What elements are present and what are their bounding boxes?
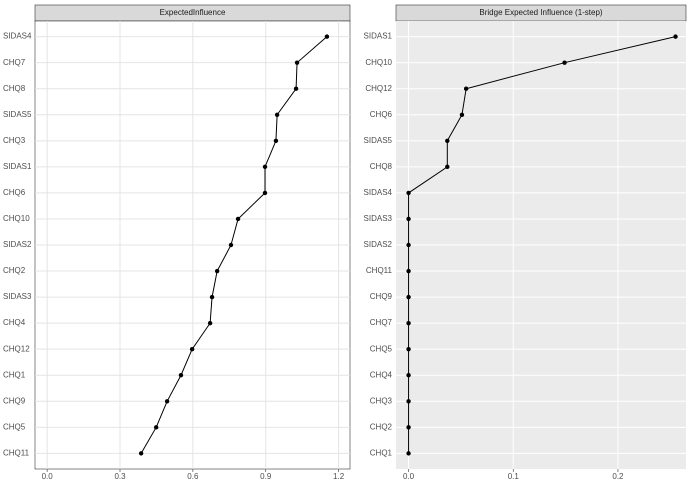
panel-title: Bridge Expected Influence (1-step) [479, 8, 603, 17]
y-tick-label: CHQ1 [370, 448, 393, 457]
point [293, 86, 299, 91]
point [406, 425, 411, 430]
y-tick-label: SIDAS3 [3, 292, 32, 301]
y-tick-label: CHQ10 [3, 214, 30, 223]
point [445, 138, 450, 144]
point [273, 138, 279, 144]
point [178, 373, 184, 378]
x-tick-label: 0.9 [260, 472, 272, 481]
x-tick-label: 0.1 [508, 472, 520, 481]
y-tick-label: SIDAS3 [364, 214, 393, 223]
point [262, 190, 268, 196]
panel-title: ExpectedInfluence [160, 8, 226, 17]
y-tick-label: SIDAS1 [3, 162, 32, 171]
point [153, 425, 159, 430]
y-tick-label: SIDAS4 [3, 32, 32, 41]
y-tick-label: CHQ11 [3, 448, 30, 457]
y-tick-label: CHQ8 [370, 162, 393, 171]
point [562, 60, 567, 65]
y-tick-label: CHQ6 [3, 188, 26, 197]
y-tick-label: SIDAS1 [364, 32, 393, 41]
point [406, 190, 411, 196]
y-tick-label: CHQ2 [3, 266, 26, 275]
y-tick-label: SIDAS5 [364, 136, 393, 145]
point [324, 34, 330, 39]
point [164, 399, 170, 404]
y-tick-label: CHQ7 [370, 318, 393, 327]
y-tick-label: CHQ7 [3, 58, 26, 67]
point [406, 346, 411, 352]
point [406, 373, 411, 378]
y-tick-label: CHQ8 [3, 84, 26, 93]
x-tick-label: 0.0 [42, 472, 54, 481]
y-tick-label: SIDAS4 [364, 188, 393, 197]
point [189, 346, 195, 352]
point [406, 451, 411, 456]
y-tick-label: CHQ3 [3, 136, 26, 145]
point [445, 164, 450, 170]
x-tick-label: 0.3 [114, 472, 126, 481]
y-tick-label: CHQ4 [370, 370, 393, 379]
x-tick-label: 0.6 [187, 472, 199, 481]
y-tick-label: SIDAS5 [3, 110, 32, 119]
y-tick-label: CHQ4 [3, 318, 26, 327]
y-tick-label: CHQ11 [366, 266, 393, 275]
y-tick-label: CHQ9 [3, 396, 26, 405]
y-tick-label: SIDAS2 [364, 240, 393, 249]
y-tick-label: CHQ1 [3, 370, 26, 379]
point [459, 112, 465, 117]
y-tick-label: CHQ3 [370, 396, 393, 405]
point [463, 86, 469, 91]
point [228, 242, 234, 248]
y-tick-label: CHQ12 [3, 344, 30, 353]
point [406, 399, 411, 404]
x-tick-label: 0.0 [403, 472, 415, 481]
y-tick-label: SIDAS2 [3, 240, 32, 249]
x-tick-label: 0.2 [612, 472, 624, 481]
x-tick-label: 1.2 [333, 472, 345, 481]
point [274, 112, 280, 117]
y-tick-label: CHQ2 [370, 422, 393, 431]
point [406, 242, 411, 248]
point [138, 451, 144, 456]
y-tick-label: CHQ5 [3, 422, 26, 431]
point [294, 60, 300, 65]
point [406, 268, 411, 274]
y-tick-label: CHQ9 [370, 292, 393, 301]
point [209, 294, 215, 300]
point [214, 268, 220, 274]
point [406, 216, 411, 222]
y-tick-label: CHQ5 [370, 344, 393, 353]
point [406, 294, 411, 300]
y-tick-label: CHQ12 [365, 84, 392, 93]
point [673, 34, 678, 39]
point [207, 320, 213, 326]
point [406, 320, 411, 326]
y-tick-label: CHQ6 [370, 110, 393, 119]
point [235, 216, 241, 222]
y-tick-label: CHQ10 [365, 58, 392, 67]
point [262, 164, 268, 170]
